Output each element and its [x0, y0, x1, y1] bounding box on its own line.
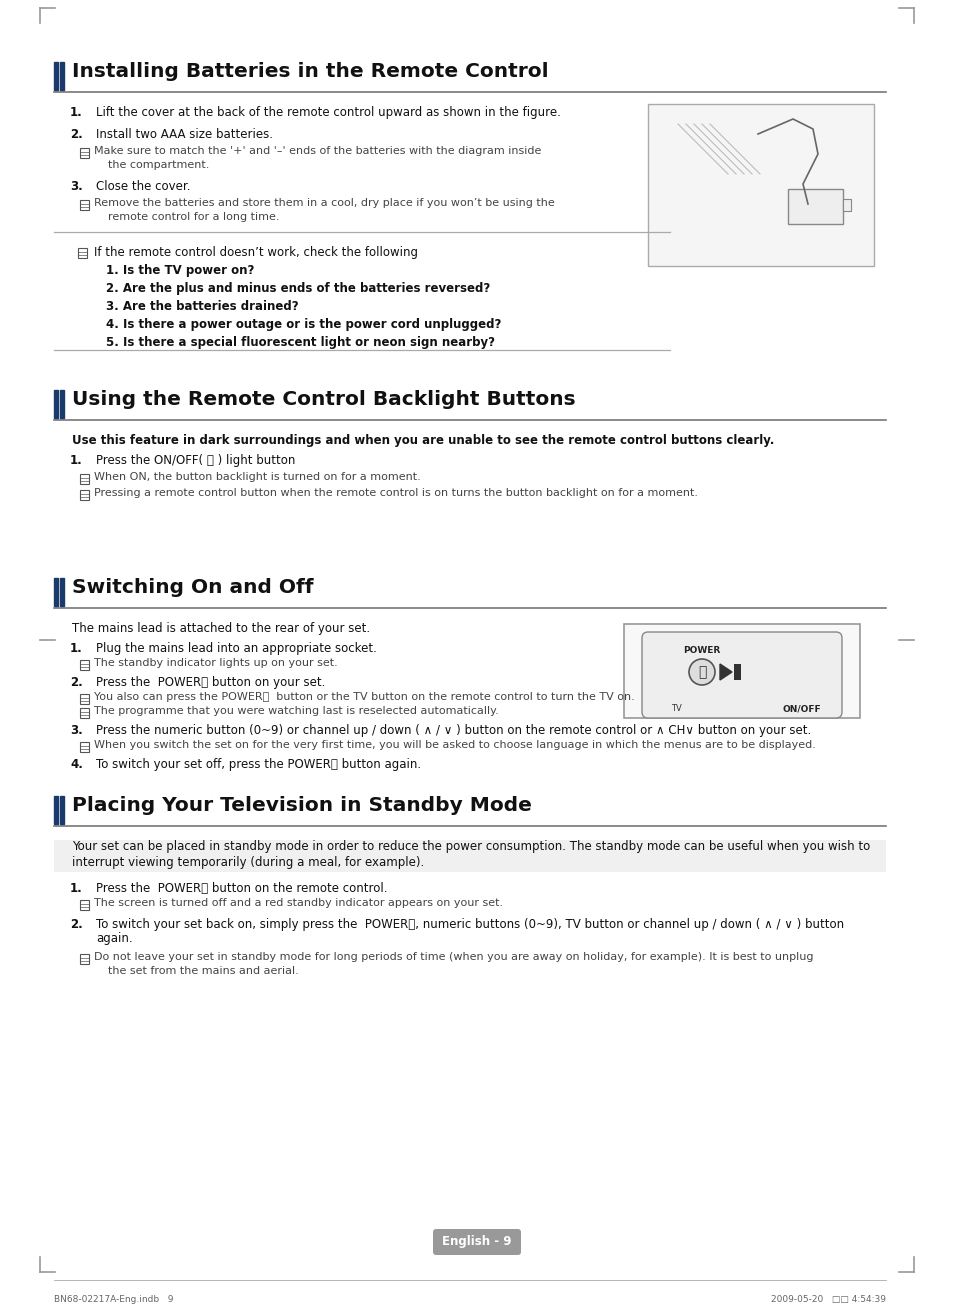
Bar: [60, 579, 64, 606]
Text: Make sure to match the '+' and '–' ends of the batteries with the diagram inside: Make sure to match the '+' and '–' ends …: [94, 146, 540, 156]
Text: 1.: 1.: [70, 642, 83, 655]
Bar: [54, 391, 58, 418]
Text: The screen is turned off and a red standby indicator appears on your set.: The screen is turned off and a red stand…: [94, 898, 502, 907]
Polygon shape: [720, 664, 731, 680]
FancyBboxPatch shape: [641, 633, 841, 718]
Text: Plug the mains lead into an appropriate socket.: Plug the mains lead into an appropriate …: [96, 642, 376, 655]
Text: Use this feature in dark surroundings and when you are unable to see the remote : Use this feature in dark surroundings an…: [71, 434, 774, 447]
Text: 1. Is the TV power on?: 1. Is the TV power on?: [106, 264, 254, 277]
Text: Switching On and Off: Switching On and Off: [71, 579, 314, 597]
Circle shape: [688, 659, 714, 685]
Bar: [733, 664, 740, 680]
Text: Press the  POWER⏻ button on your set.: Press the POWER⏻ button on your set.: [96, 676, 325, 689]
Text: When you switch the set on for the very first time, you will be asked to choose : When you switch the set on for the very …: [94, 740, 815, 750]
Text: Remove the batteries and store them in a cool, dry place if you won’t be using t: Remove the batteries and store them in a…: [94, 199, 554, 208]
Text: The programme that you were watching last is reselected automatically.: The programme that you were watching las…: [94, 706, 498, 715]
Text: Press the numeric button (0~9) or channel up / down ( ∧ / ∨ ) button on the remo: Press the numeric button (0~9) or channe…: [96, 725, 810, 736]
Bar: [787, 189, 842, 224]
Text: interrupt viewing temporarily (during a meal, for example).: interrupt viewing temporarily (during a …: [71, 856, 424, 869]
Text: Your set can be placed in standby mode in order to reduce the power consumption.: Your set can be placed in standby mode i…: [71, 840, 869, 853]
Bar: [80, 953, 89, 964]
Text: 3.: 3.: [70, 725, 83, 736]
Bar: [54, 796, 58, 825]
Bar: [623, 625, 859, 718]
Bar: [54, 579, 58, 606]
Bar: [54, 840, 885, 872]
Bar: [80, 473, 89, 484]
Text: ON/OFF: ON/OFF: [781, 704, 821, 713]
Text: 4. Is there a power outage or is the power cord unplugged?: 4. Is there a power outage or is the pow…: [106, 318, 501, 331]
Text: ⏻: ⏻: [697, 665, 705, 679]
Bar: [80, 490, 89, 500]
Text: The standby indicator lights up on your set.: The standby indicator lights up on your …: [94, 658, 337, 668]
Bar: [60, 62, 64, 89]
Text: 2009-05-20   □□ 4:54:39: 2009-05-20 □□ 4:54:39: [770, 1295, 885, 1304]
Text: Placing Your Television in Standby Mode: Placing Your Television in Standby Mode: [71, 796, 532, 815]
Bar: [647, 104, 873, 266]
Text: 3. Are the batteries drained?: 3. Are the batteries drained?: [106, 300, 298, 313]
Text: Using the Remote Control Backlight Buttons: Using the Remote Control Backlight Butto…: [71, 391, 575, 409]
Bar: [80, 149, 89, 158]
Text: English - 9: English - 9: [442, 1236, 511, 1248]
Text: You also can press the POWER⏻  button or the TV button on the remote control to : You also can press the POWER⏻ button or …: [94, 692, 634, 702]
Text: POWER: POWER: [682, 646, 720, 655]
Bar: [842, 199, 850, 210]
Bar: [80, 200, 89, 210]
Text: BN68-02217A-Eng.indb   9: BN68-02217A-Eng.indb 9: [54, 1295, 173, 1304]
Bar: [60, 796, 64, 825]
Text: Press the ON/OFF( ⌽ ) light button: Press the ON/OFF( ⌽ ) light button: [96, 454, 295, 467]
Text: 1.: 1.: [70, 107, 83, 118]
FancyBboxPatch shape: [433, 1230, 520, 1255]
Text: Press the  POWER⏻ button on the remote control.: Press the POWER⏻ button on the remote co…: [96, 882, 387, 896]
Bar: [60, 391, 64, 418]
Text: the set from the mains and aerial.: the set from the mains and aerial.: [108, 967, 298, 976]
Bar: [54, 62, 58, 89]
Text: If the remote control doesn’t work, check the following: If the remote control doesn’t work, chec…: [94, 246, 417, 259]
Text: the compartment.: the compartment.: [108, 160, 209, 170]
Bar: [80, 707, 89, 718]
Text: 2.: 2.: [70, 918, 83, 931]
Text: again.: again.: [96, 932, 132, 945]
Bar: [80, 742, 89, 752]
Text: 2. Are the plus and minus ends of the batteries reversed?: 2. Are the plus and minus ends of the ba…: [106, 281, 490, 295]
Bar: [80, 694, 89, 704]
Text: To switch your set off, press the POWER⏻ button again.: To switch your set off, press the POWER⏻…: [96, 757, 420, 771]
Text: Pressing a remote control button when the remote control is on turns the button : Pressing a remote control button when th…: [94, 488, 698, 498]
Text: The mains lead is attached to the rear of your set.: The mains lead is attached to the rear o…: [71, 622, 370, 635]
Bar: [80, 899, 89, 910]
Text: Do not leave your set in standby mode for long periods of time (when you are awa: Do not leave your set in standby mode fo…: [94, 952, 813, 963]
Text: When ON, the button backlight is turned on for a moment.: When ON, the button backlight is turned …: [94, 472, 420, 483]
Text: 5. Is there a special fluorescent light or neon sign nearby?: 5. Is there a special fluorescent light …: [106, 337, 495, 348]
Text: TV: TV: [670, 704, 680, 713]
Text: Installing Batteries in the Remote Control: Installing Batteries in the Remote Contr…: [71, 62, 548, 82]
Text: Lift the cover at the back of the remote control upward as shown in the figure.: Lift the cover at the back of the remote…: [96, 107, 560, 118]
Text: 2.: 2.: [70, 676, 83, 689]
Text: To switch your set back on, simply press the  POWER⏻, numeric buttons (0~9), TV : To switch your set back on, simply press…: [96, 918, 843, 931]
Text: Install two AAA size batteries.: Install two AAA size batteries.: [96, 128, 273, 141]
Bar: [80, 660, 89, 671]
Text: 3.: 3.: [70, 180, 83, 193]
Text: 2.: 2.: [70, 128, 83, 141]
Text: Close the cover.: Close the cover.: [96, 180, 191, 193]
Text: 1.: 1.: [70, 882, 83, 896]
Text: 4.: 4.: [70, 757, 83, 771]
Text: 1.: 1.: [70, 454, 83, 467]
Bar: [78, 249, 87, 258]
Text: remote control for a long time.: remote control for a long time.: [108, 212, 279, 222]
